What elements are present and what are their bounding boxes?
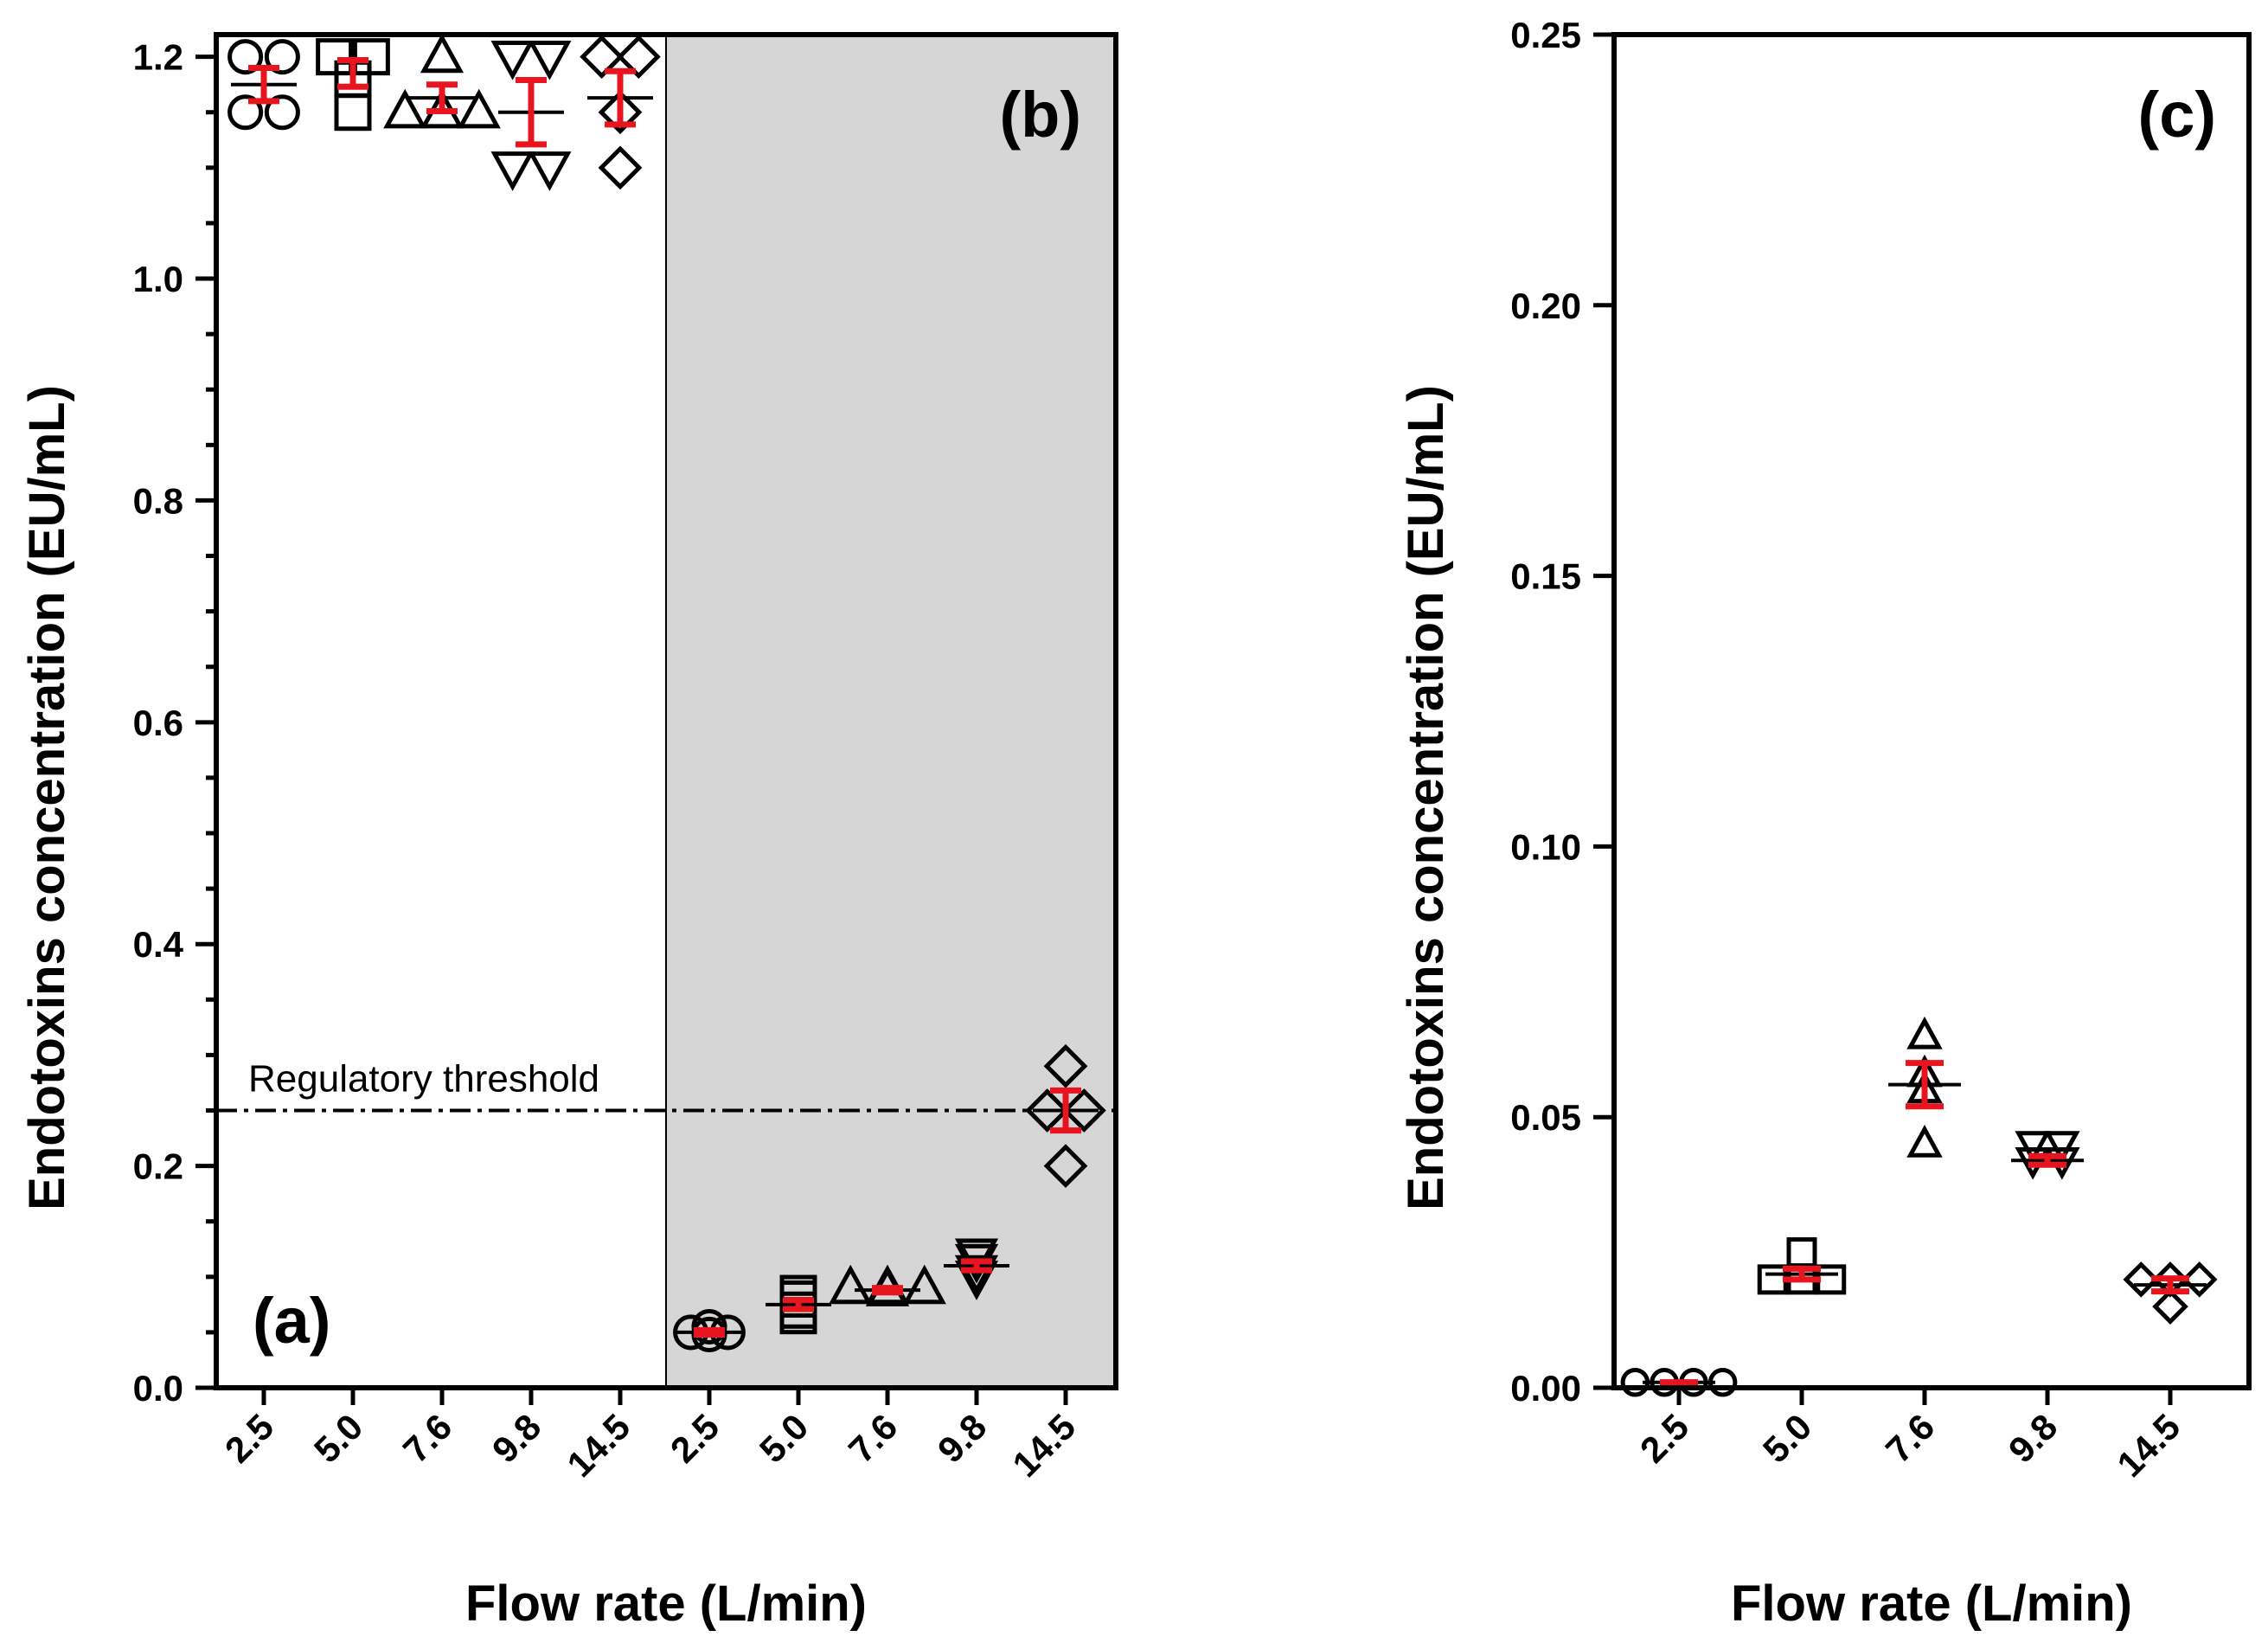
shaded-region-b <box>666 35 1116 1388</box>
marker-diamond <box>580 35 625 80</box>
data-marks <box>1620 1016 2218 1397</box>
y-tick-label: 0.8 <box>133 480 183 521</box>
marker-circle <box>264 39 300 75</box>
marker-diamond <box>1043 1144 1088 1188</box>
marker-square <box>1816 1264 1847 1295</box>
marker-triangle-up <box>420 33 464 74</box>
y-tick-label: 0.20 <box>1510 286 1581 326</box>
x-tick-label: 14.5 <box>2109 1406 2188 1485</box>
marker-triangle-up <box>1906 1125 1943 1158</box>
x-axis-title: Flow rate (L/min) <box>465 1576 867 1632</box>
y-tick-label: 1.0 <box>133 259 183 299</box>
x-tick-label: 9.8 <box>484 1406 549 1471</box>
marker-diamond <box>1025 1088 1070 1133</box>
marker-square <box>1757 1264 1788 1295</box>
marker-circle <box>691 1316 727 1353</box>
y-tick-label: 0.05 <box>1510 1097 1581 1138</box>
panel-label-a: (a) <box>253 1285 330 1357</box>
x-tick-label: 7.6 <box>1878 1406 1943 1471</box>
plot-frame <box>1611 32 2252 1390</box>
marker-square <box>1786 1237 1817 1268</box>
marker-circle <box>227 94 264 131</box>
y-tick-label: 0.25 <box>1510 15 1581 55</box>
marker-triangle-down <box>528 151 572 191</box>
x-axis-title: Flow rate (L/min) <box>1731 1576 2132 1632</box>
marker-triangle-down <box>490 151 535 191</box>
marker-diamond <box>1061 1088 1106 1133</box>
y-tick-label: 0.2 <box>133 1146 183 1187</box>
data-marks <box>227 33 1106 1353</box>
x-tick-label: 7.6 <box>395 1406 460 1471</box>
panel-label-b: (b) <box>1000 79 1082 151</box>
x-tick-label: 2.5 <box>1632 1406 1697 1471</box>
y-tick-label: 0.0 <box>133 1368 183 1409</box>
marker-circle <box>264 94 300 131</box>
marker-circle <box>227 39 264 75</box>
marker-diamond <box>2181 1261 2218 1298</box>
x-tick-label: 14.5 <box>1004 1406 1083 1485</box>
x-tick-label: 9.8 <box>2001 1406 2066 1471</box>
marker-triangle-up <box>1906 1016 1943 1049</box>
marker-diamond <box>616 35 661 80</box>
marker-triangle-up <box>457 88 501 129</box>
y-axis-ticks: 0.0 0.2 0.4 0.6 0.8 1.0 1.2 <box>133 37 216 1409</box>
y-tick-label: 0.15 <box>1510 556 1581 597</box>
threshold-label: Regulatory threshold <box>248 1058 599 1101</box>
x-tick-label: 2.5 <box>217 1406 282 1471</box>
marker-triangle-up <box>902 1264 946 1305</box>
marker-diamond <box>2123 1261 2160 1298</box>
marker-diamond <box>1043 1043 1088 1088</box>
chart-panel-ab: Regulatory threshold 0.0 0.2 0.4 0.6 0.8 1.0 1… <box>19 32 1118 1632</box>
y-axis-title: Endotoxins concentration (EU/mL) <box>19 385 75 1210</box>
y-tick-label: 0.4 <box>133 924 184 965</box>
marker-triangle-down <box>2015 1131 2051 1164</box>
marker-triangle-down <box>528 40 572 80</box>
marker-diamond <box>2152 1288 2188 1325</box>
x-tick-label: 7.6 <box>841 1406 906 1471</box>
y-tick-label: 0.6 <box>133 703 183 743</box>
y-axis-ticks: 0.00 0.05 0.10 0.15 0.20 0.25 <box>1510 15 1614 1409</box>
x-tick-label: 2.5 <box>663 1406 727 1471</box>
y-tick-label: 1.2 <box>133 37 183 78</box>
x-tick-label: 5.0 <box>306 1406 371 1471</box>
y-tick-label: 0.00 <box>1510 1368 1581 1409</box>
plot-frame <box>214 32 1118 1390</box>
marker-diamond <box>598 90 643 135</box>
x-tick-label: 9.8 <box>930 1406 995 1471</box>
marker-triangle-up <box>829 1264 873 1305</box>
x-tick-label: 5.0 <box>752 1406 817 1471</box>
y-tick-label: 0.10 <box>1510 826 1581 867</box>
y-axis-title: Endotoxins concentration (EU/mL) <box>1398 385 1454 1210</box>
marker-triangle-down <box>2044 1131 2080 1164</box>
panel-label-c: (c) <box>2138 79 2216 151</box>
marker-square <box>334 93 372 132</box>
marker-triangle-up <box>383 88 427 129</box>
chart-panel-c: 0.00 0.05 0.10 0.15 0.20 0.25 2.5 5.0 7.6 9.8 14.… <box>1398 15 2252 1632</box>
marker-diamond <box>598 145 643 190</box>
x-axis-ticks: 2.5 5.0 7.6 9.8 14.5 <box>1632 1388 2188 1485</box>
x-tick-label: 14.5 <box>559 1406 637 1485</box>
marker-triangle-down <box>954 1255 999 1295</box>
x-axis-ticks: 2.5 5.0 7.6 9.8 14.5 2.5 5.0 7.6 9.8 14.5 <box>217 1388 1083 1485</box>
x-tick-label: 5.0 <box>1755 1406 1820 1471</box>
marker-triangle-down <box>490 40 535 80</box>
